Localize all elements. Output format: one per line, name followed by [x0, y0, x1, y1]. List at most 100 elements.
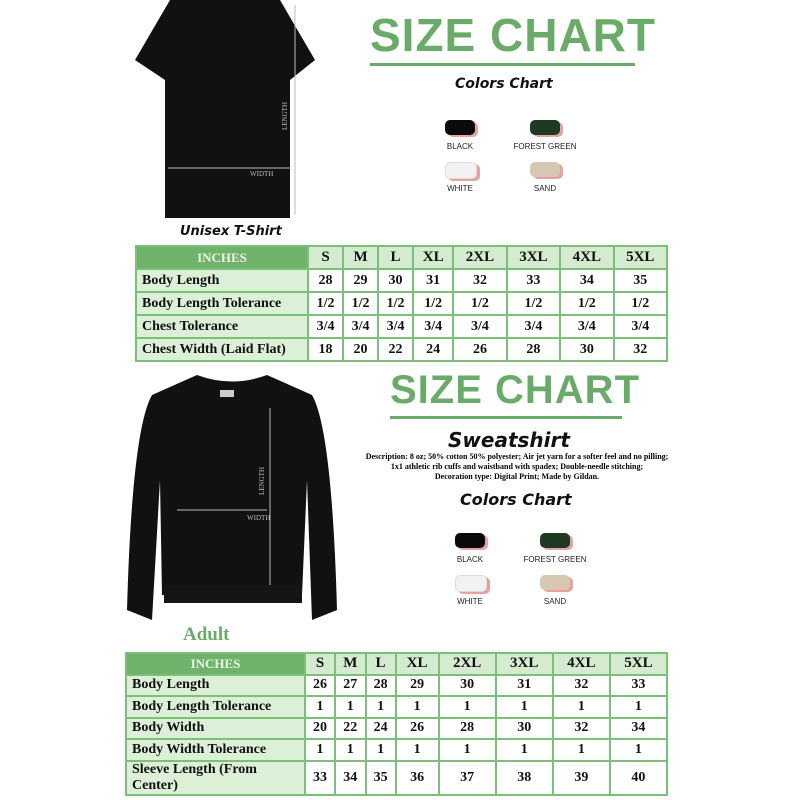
- color-label: FOREST GREEN: [513, 142, 577, 151]
- table-cell: 1: [608, 695, 669, 719]
- table-cell: 31: [494, 673, 554, 697]
- divider: [390, 416, 622, 419]
- table-cell: 33: [608, 673, 669, 697]
- size-header: 4XL: [559, 245, 615, 270]
- color-label: WHITE: [447, 184, 473, 193]
- header-row: INCHES S M L XL 2XL 3XL 4XL 5XL: [125, 652, 669, 676]
- table-cell: 24: [364, 716, 397, 740]
- table-cell: 3/4: [505, 314, 562, 339]
- color-label: FOREST GREEN: [523, 555, 587, 564]
- table-row: Body Width Tolerance 1 1 1 1 1 1 1 1: [125, 738, 669, 762]
- row-label: Sleeve Length (From Center): [125, 759, 306, 796]
- tshirt-size-table: INCHES S M L XL 2XL 3XL 4XL 5XL Body Length 28 29 30…: [135, 245, 669, 362]
- header-row: INCHES S M L XL 2XL 3XL 4XL 5XL: [135, 245, 669, 270]
- table-cell: 35: [612, 268, 669, 293]
- table-cell: 32: [551, 673, 611, 697]
- header-inches: INCHES: [125, 652, 306, 676]
- table-cell: 1: [334, 738, 367, 762]
- table-cell: 26: [394, 716, 440, 740]
- color-swatch: [540, 575, 570, 590]
- table-cell: 3/4: [342, 314, 380, 339]
- table-cell: 22: [377, 337, 415, 362]
- row-label: Chest Tolerance: [135, 314, 309, 339]
- table-cell: 36: [394, 759, 440, 796]
- table-cell: 1/2: [412, 291, 455, 316]
- table-cell: 1: [608, 738, 669, 762]
- divider: [370, 63, 635, 66]
- table-cell: 1: [303, 738, 337, 762]
- size-header: S: [303, 652, 337, 676]
- table-cell: 3/4: [452, 314, 508, 339]
- color-label: BLACK: [456, 555, 484, 564]
- table-cell: 3/4: [412, 314, 455, 339]
- table-cell: 29: [394, 673, 440, 697]
- width-label: WIDTH: [250, 170, 273, 178]
- size-header: L: [377, 245, 415, 270]
- table-cell: 31: [412, 268, 455, 293]
- row-label: Body Width: [125, 716, 306, 740]
- page-title: SIZE CHART: [390, 368, 640, 412]
- tshirt-image: LENGTH WIDTH: [135, 0, 315, 218]
- table-cell: 39: [551, 759, 611, 796]
- table-cell: 40: [608, 759, 669, 796]
- table-cell: 1: [551, 738, 611, 762]
- color-swatch: [455, 575, 487, 592]
- table-cell: 1: [551, 695, 611, 719]
- header-inches: INCHES: [135, 245, 309, 270]
- table-cell: 22: [334, 716, 367, 740]
- table-cell: 30: [559, 337, 615, 362]
- table-row: Body Length 26 27 28 29 30 31 32 33: [125, 673, 669, 697]
- sweatshirt-size-table: INCHES S M L XL 2XL 3XL 4XL 5XL Body Length 26 27 28…: [125, 652, 669, 796]
- table-cell: 3/4: [559, 314, 615, 339]
- table-cell: 1: [494, 695, 554, 719]
- adult-caption: Adult: [183, 624, 230, 645]
- table-cell: 32: [551, 716, 611, 740]
- table-cell: 37: [437, 759, 497, 796]
- color-swatch: [540, 533, 570, 548]
- table-row: Chest Tolerance 3/4 3/4 3/4 3/4 3/4 3/4 3/4 3/4: [135, 314, 669, 339]
- table-cell: 1/2: [505, 291, 562, 316]
- colors-chart-title: Colors Chart: [460, 490, 572, 509]
- table-cell: 1: [394, 738, 440, 762]
- size-header: 5XL: [608, 652, 669, 676]
- row-label: Body Length: [135, 268, 309, 293]
- table-cell: 1: [303, 695, 337, 719]
- table-row: Body Width 20 22 24 26 28 30 32 34: [125, 716, 669, 740]
- row-label: Body Width Tolerance: [125, 738, 306, 762]
- sweatshirt-subtitle: Sweatshirt: [448, 428, 570, 452]
- table-cell: 20: [303, 716, 337, 740]
- table-cell: 35: [364, 759, 397, 796]
- table-cell: 34: [608, 716, 669, 740]
- table-cell: 1/2: [342, 291, 380, 316]
- colors-chart-title: Colors Chart: [455, 76, 553, 92]
- table-row: Sleeve Length (From Center) 33 34 35 36 37 38 3…: [125, 759, 669, 796]
- row-label: Chest Width (Laid Flat): [135, 337, 309, 362]
- row-label: Body Length: [125, 673, 306, 697]
- table-cell: 28: [505, 337, 562, 362]
- table-cell: 1/2: [306, 291, 345, 316]
- table-cell: 1: [334, 695, 367, 719]
- table-cell: 1/2: [377, 291, 415, 316]
- table-cell: 24: [412, 337, 455, 362]
- table-cell: 26: [303, 673, 337, 697]
- size-header: 4XL: [551, 652, 611, 676]
- table-cell: 18: [306, 337, 345, 362]
- size-header: 3XL: [505, 245, 562, 270]
- size-header: S: [306, 245, 345, 270]
- size-header: XL: [412, 245, 455, 270]
- size-header: XL: [394, 652, 440, 676]
- table-cell: 1/2: [559, 291, 615, 316]
- size-header: M: [334, 652, 367, 676]
- width-label: WIDTH: [247, 514, 270, 522]
- table-cell: 28: [364, 673, 397, 697]
- table-cell: 1/2: [612, 291, 669, 316]
- color-swatch: [455, 533, 485, 548]
- table-cell: 30: [494, 716, 554, 740]
- size-header: 5XL: [612, 245, 669, 270]
- color-label: SAND: [533, 184, 557, 193]
- color-label: BLACK: [446, 142, 474, 151]
- table-row: Body Length Tolerance 1/2 1/2 1/2 1/2 1/2 1/2 1…: [135, 291, 669, 316]
- length-label: LENGTH: [258, 467, 266, 495]
- description: Description: 8 oz; 50% cotton 50% polyes…: [365, 452, 669, 481]
- row-label: Body Length Tolerance: [135, 291, 309, 316]
